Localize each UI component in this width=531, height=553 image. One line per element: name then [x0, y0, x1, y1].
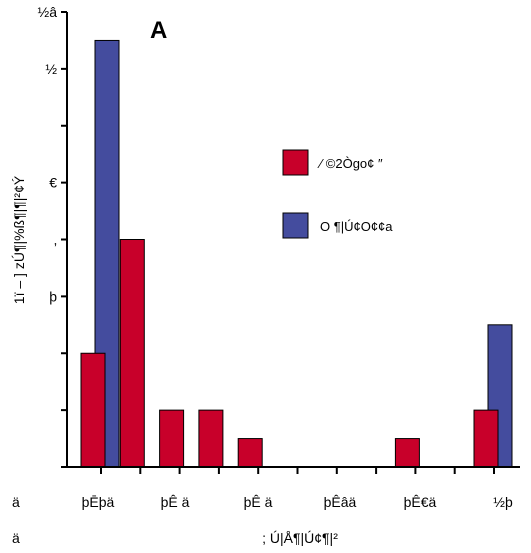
x-tick-label: þÊâä	[324, 494, 357, 510]
y-axis-label: 1ï – ] zÚ¶|%ß¶|¶|²¢Ý	[11, 175, 27, 304]
legend-label: ⁄ ©2Ògo¢ ″	[317, 156, 383, 171]
x-axis-label: ; Ú|Å¶|Ú¢¶|²	[262, 530, 338, 546]
bar-series-1-9	[394, 438, 420, 468]
legend: ⁄ ©2Ògo¢ ″ O ¶|Ú¢O¢¢a	[282, 149, 393, 239]
y-tick-label: €	[49, 175, 57, 191]
y-tick-label: ½	[45, 61, 57, 77]
bar-series-1-3	[159, 409, 185, 468]
legend-label: O ¶|Ú¢O¢¢a	[320, 219, 393, 234]
y-tick-label: ½â	[38, 4, 58, 20]
y-tick-label: þ	[49, 288, 57, 304]
x-axis-ticks: þĒþä þÊ ä þÊ ä þÊâä þÊ€ä ½þ	[82, 467, 513, 510]
bar-series-1-11	[473, 409, 499, 468]
panel-label: A	[150, 17, 167, 44]
x-corner-label-top: ä	[12, 494, 20, 510]
x-tick-label: ½þ	[493, 494, 513, 510]
x-corner-label-bottom: ä	[12, 530, 20, 546]
legend-swatch	[282, 149, 309, 176]
x-tick-label: þÊ ä	[161, 494, 190, 510]
bar-series-1-1	[80, 352, 106, 468]
bars	[80, 39, 513, 468]
legend-swatch	[282, 212, 309, 239]
bar-series-1-5	[237, 438, 263, 468]
y-axis-ticks: ½â ½ € ‚ þ	[38, 4, 67, 468]
bar-series-1-2	[119, 239, 145, 468]
y-tick-label: ‚	[54, 232, 57, 248]
x-tick-label: þÊ ä	[244, 494, 273, 510]
bar-series-1-4	[198, 409, 224, 468]
x-tick-label: þÊ€ä	[404, 494, 437, 510]
x-tick-label: þĒþä	[82, 494, 115, 510]
